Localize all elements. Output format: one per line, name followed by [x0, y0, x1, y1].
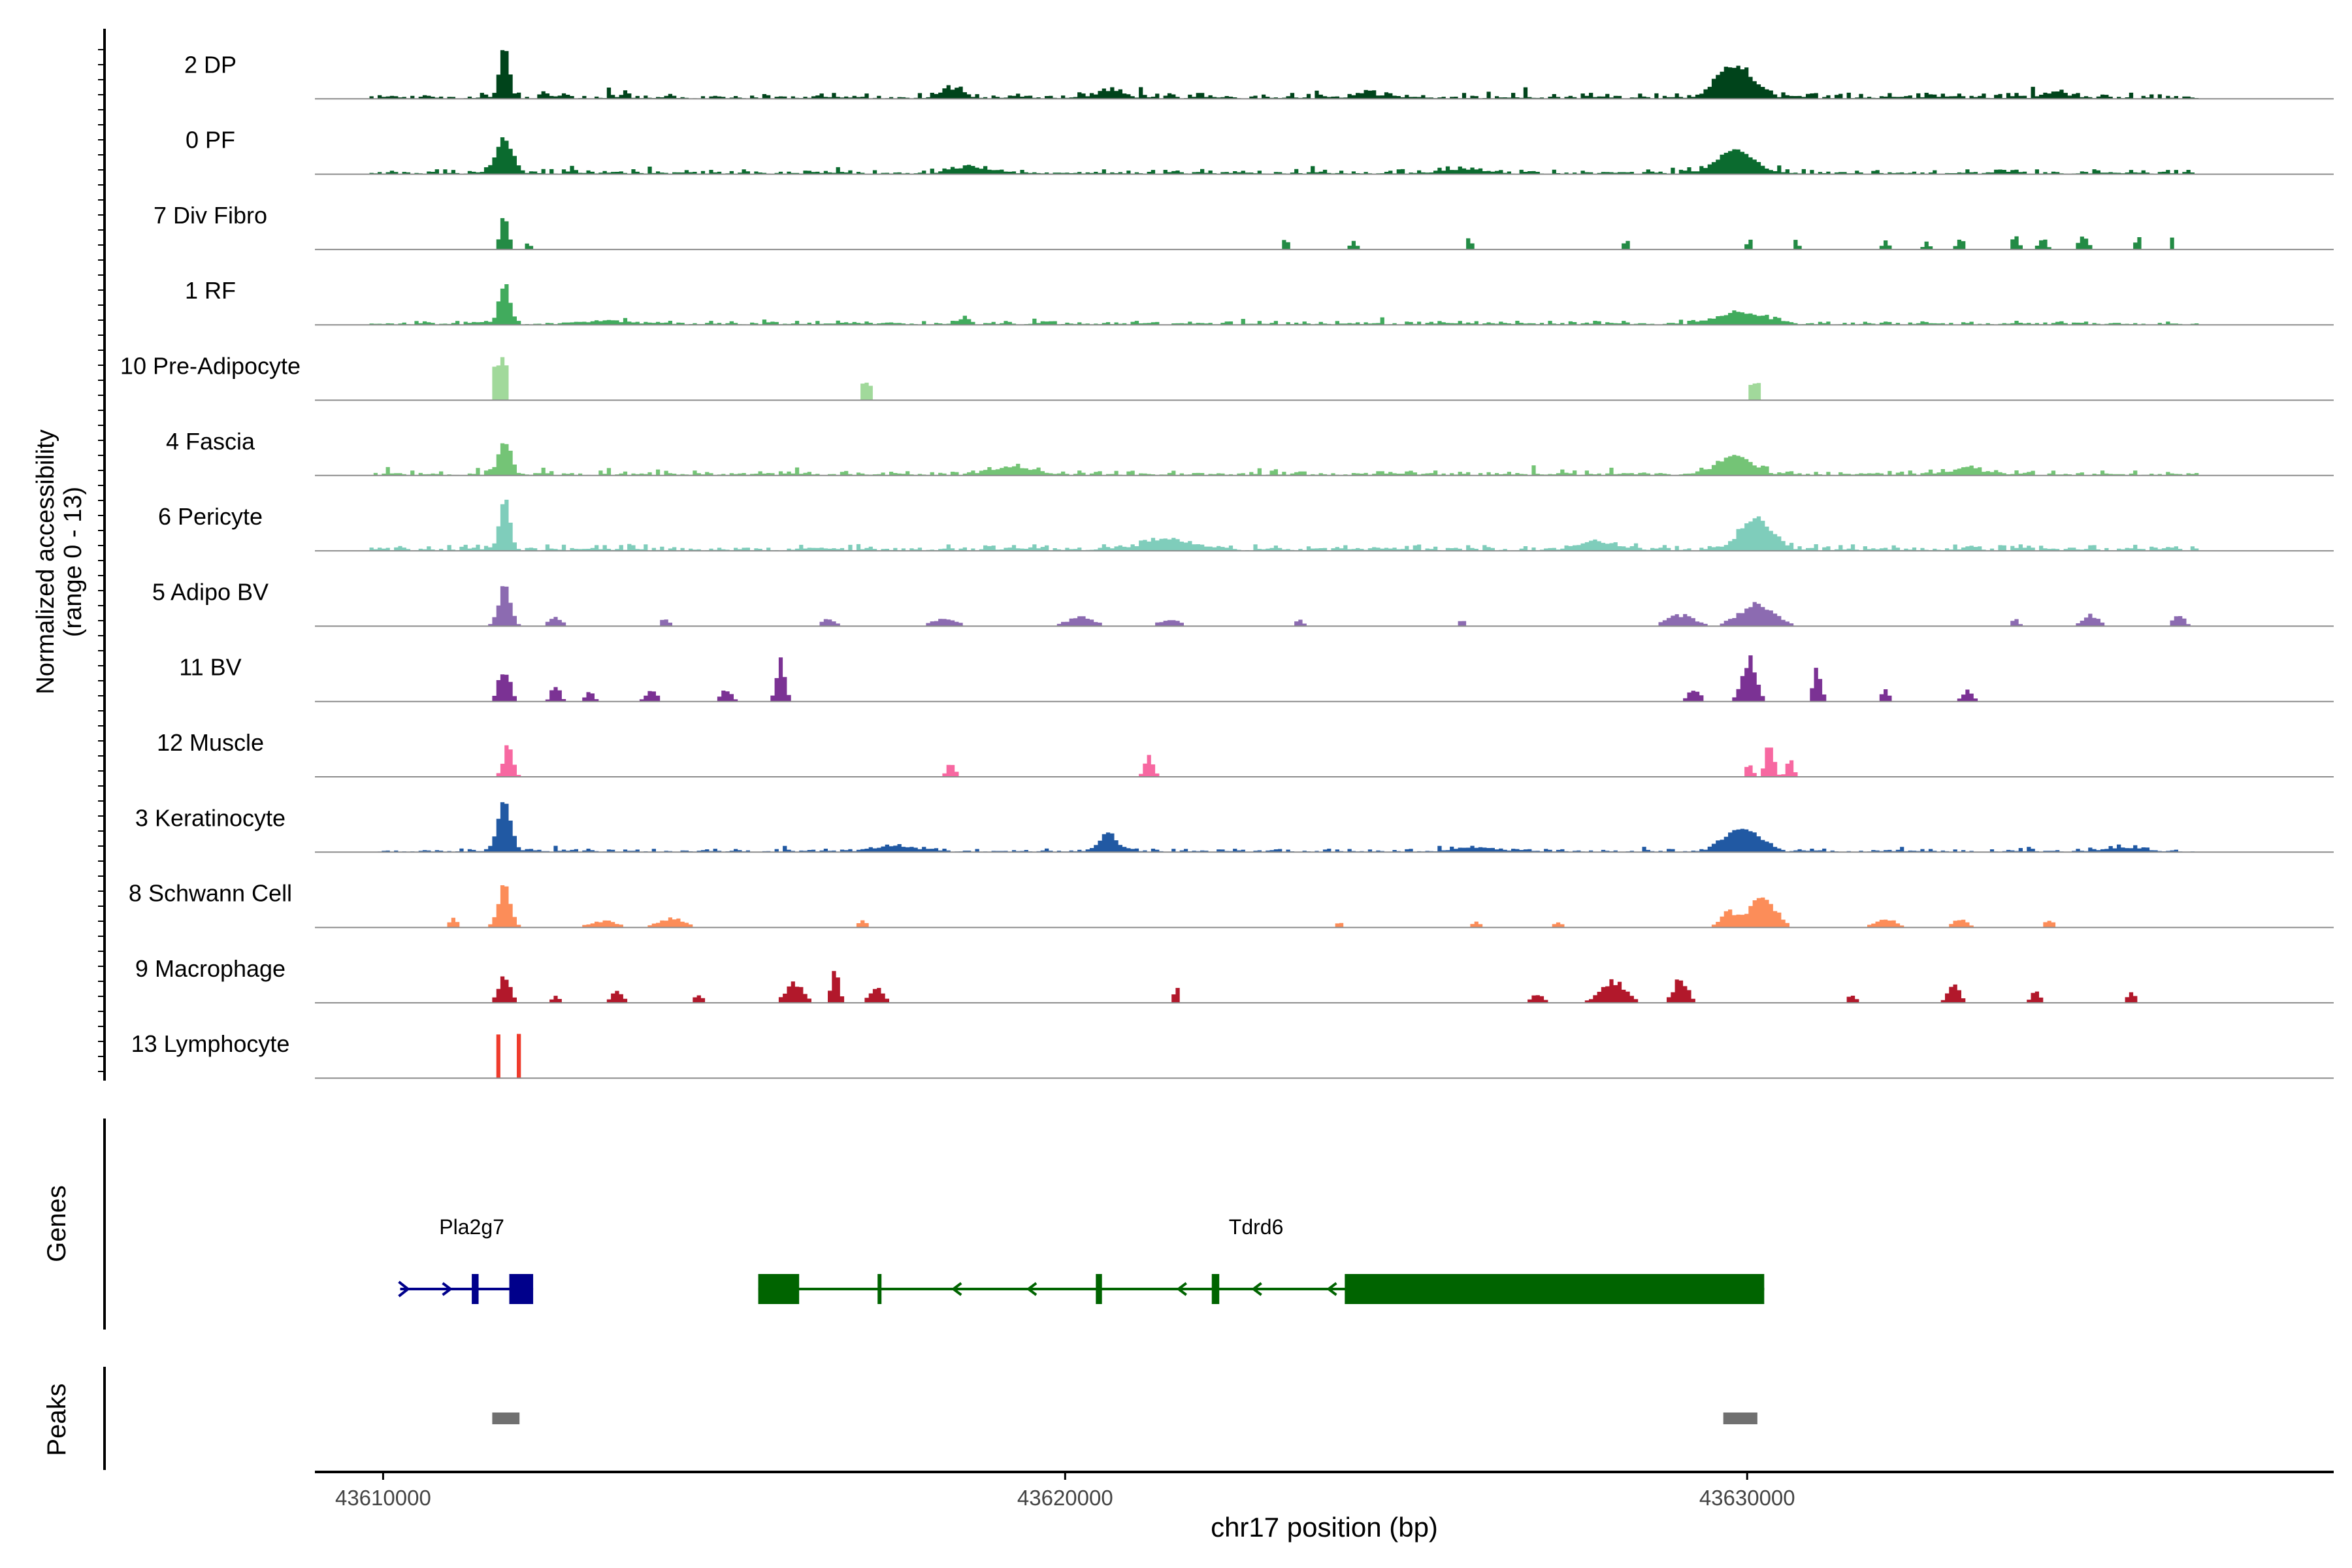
coverage-area: [369, 802, 2199, 853]
track-label: 2 DP: [184, 51, 237, 78]
x-axis-title: chr17 position (bp): [1211, 1512, 1438, 1543]
gene-exon: [758, 1274, 800, 1304]
gene-pla2g7: Pla2g7: [400, 1215, 534, 1304]
coverage-area: [369, 655, 2199, 702]
peak-region: [492, 1413, 520, 1424]
accessibility-tracks: 2 DP 0 PF 7 Div Fibro 1 RF 10 Pre-Adipocyte 4…: [120, 50, 2334, 1079]
track-4: 1 RF: [185, 277, 2334, 326]
x-axis-tick-label: 43610000: [335, 1486, 431, 1510]
track-14: 13 Lymphocyte: [131, 1030, 2334, 1079]
y-axis-title-line1: Normalized accessibility: [32, 429, 59, 694]
y-axis-title-line2: (range 0 - 13): [59, 487, 87, 637]
strand-arrow: [1326, 1282, 1337, 1296]
gene-label: Tdrd6: [1229, 1215, 1284, 1239]
coverage-area: [369, 499, 2199, 551]
gene-exon: [509, 1274, 534, 1304]
track-label: 12 Muscle: [157, 729, 264, 756]
x-axis-tick-label: 43630000: [1699, 1486, 1795, 1510]
gene-exon: [1096, 1274, 1102, 1304]
strand-arrow: [1251, 1282, 1262, 1296]
strand-arrow: [951, 1282, 962, 1296]
coverage-area: [369, 443, 2199, 476]
coverage-area: [369, 745, 2199, 777]
gene-exon: [1345, 1274, 1765, 1304]
gene-exon: [1211, 1274, 1220, 1304]
peaks-panel: Peaks: [42, 1367, 1757, 1470]
track-13: 9 Macrophage: [135, 955, 2334, 1004]
track-2: 0 PF: [186, 127, 2334, 175]
gene-start-arrow: [398, 1281, 410, 1298]
strand-arrow: [442, 1282, 453, 1296]
coverage-area: [369, 971, 2199, 1003]
peaks-panel-label: Peaks: [42, 1383, 71, 1456]
track-label: 5 Adipo BV: [152, 578, 269, 605]
track-label: 4 Fascia: [166, 428, 255, 455]
track-label: 10 Pre-Adipocyte: [120, 353, 301, 380]
track-label: 11 BV: [179, 654, 241, 681]
peak-region: [1723, 1413, 1757, 1424]
track-11: 3 Keratinocyte: [135, 802, 2334, 853]
track-3: 7 Div Fibro: [154, 202, 2334, 250]
track-6: 4 Fascia: [166, 428, 2334, 476]
track-12: 8 Schwann Cell: [129, 880, 2334, 928]
track-label: 0 PF: [186, 127, 235, 154]
track-label: 6 Pericyte: [158, 503, 263, 530]
track-8: 5 Adipo BV: [152, 578, 2334, 627]
track-label: 3 Keratinocyte: [135, 804, 286, 831]
track-label: 13 Lymphocyte: [131, 1030, 290, 1057]
gene-label: Pla2g7: [439, 1215, 504, 1239]
track-10: 12 Muscle: [157, 729, 2334, 777]
track-label: 9 Macrophage: [135, 955, 286, 982]
strand-arrow: [1176, 1282, 1187, 1296]
x-axis: 43610000 43620000 43630000: [315, 1471, 2334, 1510]
genes-panel-label: Genes: [42, 1185, 71, 1262]
accessibility-y-axis: [98, 29, 106, 1081]
coverage-area: [369, 50, 2199, 99]
coverage-area: [369, 586, 2199, 627]
coverage-area: [369, 218, 2199, 250]
gene-tdrd6: Tdrd6: [758, 1215, 1765, 1304]
coverage-area: [369, 357, 2199, 400]
track-7: 6 Pericyte: [158, 499, 2334, 552]
track-9: 11 BV: [179, 654, 2334, 702]
coverage-area: [369, 1034, 2199, 1079]
coverage-area: [369, 137, 2199, 174]
track-1: 2 DP: [184, 50, 2334, 100]
track-5: 10 Pre-Adipocyte: [120, 353, 2334, 401]
gene-exon: [877, 1274, 882, 1304]
x-axis-tick-label: 43620000: [1017, 1486, 1113, 1510]
gene-exon: [472, 1274, 479, 1304]
track-label: 7 Div Fibro: [154, 202, 267, 229]
genes-panel: Genes Pla2g7 Tdrd6: [42, 1119, 1765, 1330]
strand-arrow: [1026, 1282, 1037, 1296]
track-label: 8 Schwann Cell: [129, 880, 292, 907]
coverage-area: [369, 284, 2199, 325]
track-label: 1 RF: [185, 277, 236, 304]
coverage-area: [369, 885, 2199, 928]
